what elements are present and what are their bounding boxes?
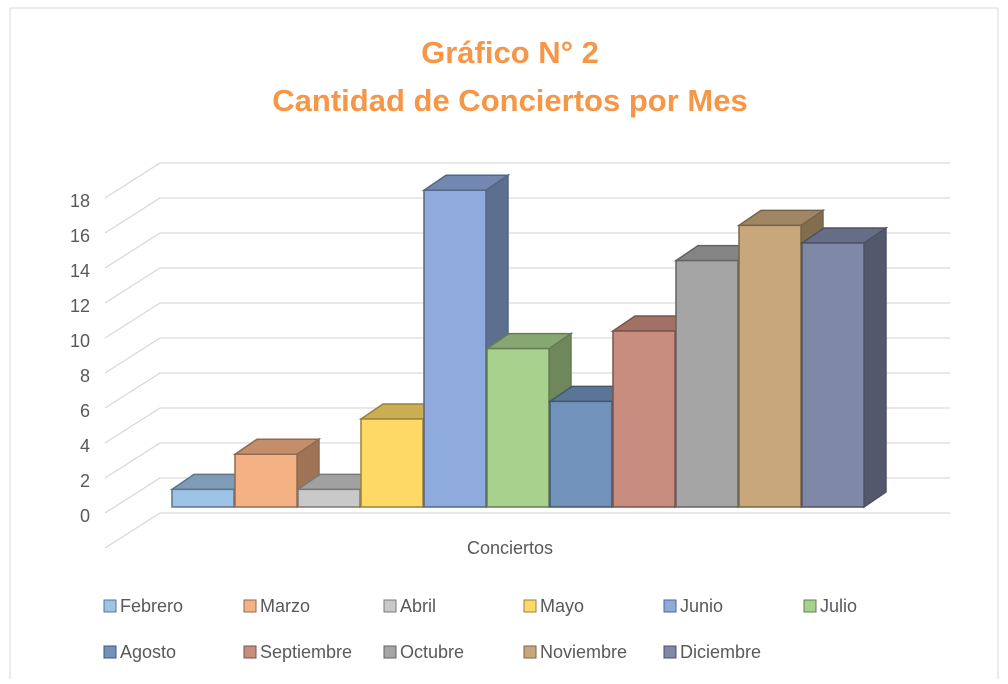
grid-line [104, 232, 950, 269]
legend-swatch [243, 645, 257, 659]
grid-line [104, 512, 950, 549]
chart-subtitle: Cantidad de Conciertos por Mes [272, 83, 747, 118]
bar [171, 488, 235, 508]
legend-swatch [243, 599, 257, 613]
y-tick-label: 16 [70, 226, 90, 246]
bar [423, 189, 487, 508]
legend-swatch [663, 645, 677, 659]
bar [549, 400, 613, 508]
y-tick-label: 10 [70, 331, 90, 351]
bar-side [863, 226, 887, 509]
bar [234, 453, 298, 508]
y-tick-label: 2 [80, 471, 90, 491]
bar [612, 330, 676, 508]
legend-swatch [383, 599, 397, 613]
grid-line [104, 197, 950, 234]
legend-swatch [103, 645, 117, 659]
legend-label: Febrero [120, 596, 183, 616]
legend-label: Agosto [120, 642, 176, 662]
legend-swatch [663, 599, 677, 613]
legend-label: Mayo [540, 596, 584, 616]
legend-swatch [383, 645, 397, 659]
bar [738, 224, 802, 508]
bar [675, 259, 739, 508]
y-tick-label: 12 [70, 296, 90, 316]
chart-title: Gráfico N° 2 [421, 35, 599, 70]
y-tick-label: 0 [80, 506, 90, 526]
y-tick-label: 8 [80, 366, 90, 386]
legend-swatch [803, 599, 817, 613]
x-category-label: Conciertos [467, 538, 553, 558]
legend-label: Septiembre [260, 642, 352, 662]
bar [486, 347, 550, 508]
legend-swatch [103, 599, 117, 613]
wall-edge [104, 162, 950, 199]
bar [360, 418, 424, 508]
y-tick-label: 14 [70, 261, 90, 281]
legend-label: Marzo [260, 596, 310, 616]
legend-swatch [523, 645, 537, 659]
legend-label: Junio [680, 596, 723, 616]
y-tick-label: 18 [70, 191, 90, 211]
legend-label: Julio [820, 596, 857, 616]
bar [297, 488, 361, 508]
legend-label: Noviembre [540, 642, 627, 662]
bar [801, 242, 865, 508]
legend-label: Diciembre [680, 642, 761, 662]
y-tick-label: 6 [80, 401, 90, 421]
legend-label: Octubre [400, 642, 464, 662]
y-tick-label: 4 [80, 436, 90, 456]
legend-swatch [523, 599, 537, 613]
legend-label: Abril [400, 596, 436, 616]
